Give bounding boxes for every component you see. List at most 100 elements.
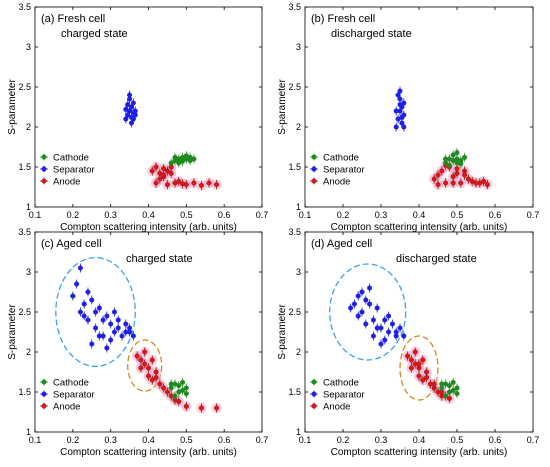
separator-point <box>363 321 369 327</box>
y-tick-label: 2.5 <box>288 82 301 92</box>
anode-point <box>439 168 445 174</box>
separator-point <box>123 321 129 327</box>
separator-point <box>104 345 110 351</box>
separator-point <box>74 281 80 287</box>
anode-point <box>138 365 144 371</box>
y-axis-label: S-parameter <box>7 304 18 360</box>
cathode-point <box>446 162 452 168</box>
x-axis-label: Compton scattering intensity (arb. units… <box>331 222 508 233</box>
anode-legend-label: Anode <box>323 177 350 188</box>
separator-legend-marker <box>311 391 317 397</box>
anode-legend-label: Anode <box>323 402 350 413</box>
anode-legend-marker <box>311 403 317 409</box>
x-tick-label: 0.6 <box>218 435 231 445</box>
panel-a: 0.1 0.2 0.3 0.4 0.5 0.6 0.7 1 1.5 2 2.5 3 3.5 Compton… <box>7 2 268 233</box>
y-tick-label: 3 <box>296 42 301 52</box>
separator-point <box>397 102 403 108</box>
anode-point <box>183 403 189 409</box>
y-axis-label: S-parameter <box>7 79 18 135</box>
x-tick-label: 0.1 <box>29 210 42 220</box>
cathode-point <box>168 160 174 166</box>
x-tick-label: 0.4 <box>142 435 155 445</box>
anode-point <box>405 353 411 359</box>
cathode-point <box>450 158 456 164</box>
separator-point <box>81 313 87 319</box>
separator-legend-marker <box>41 166 47 172</box>
separator-point <box>89 297 95 303</box>
anode-point <box>412 349 418 355</box>
separator-point <box>127 92 133 98</box>
separator-point <box>348 305 354 311</box>
separator-point <box>130 333 136 339</box>
y-axis-label: S-parameter <box>277 79 288 135</box>
separator-point <box>89 341 95 347</box>
separator-point <box>128 114 135 120</box>
anode-point <box>484 182 490 188</box>
separator-point <box>115 317 121 323</box>
y-tick-label: 3 <box>26 267 31 277</box>
x-tick-label: 0.4 <box>142 210 155 220</box>
anode-point <box>157 176 163 182</box>
anode-point <box>168 170 174 176</box>
anode-point <box>153 375 159 381</box>
separator-point <box>85 317 91 323</box>
panel-title-line2: charged state <box>126 253 193 265</box>
separator-point <box>127 325 133 331</box>
separator-legend-label: Separator <box>53 390 95 401</box>
separator-point <box>386 313 392 319</box>
cathode-point <box>454 391 460 397</box>
separator-point <box>363 297 369 303</box>
separator-point <box>77 309 83 315</box>
y-tick-label: 3 <box>26 42 31 52</box>
separator-point <box>92 309 99 315</box>
y-tick-label: 1.5 <box>18 162 31 172</box>
separator-point <box>397 325 403 331</box>
cathode-point <box>454 160 460 166</box>
anode-point <box>161 385 167 391</box>
x-tick-label: 0.5 <box>451 435 464 445</box>
separator-point <box>100 317 106 323</box>
anode-point <box>424 375 430 381</box>
cathode-legend-marker <box>311 379 317 385</box>
x-tick-label: 0.3 <box>375 435 388 445</box>
anode-point <box>462 172 468 178</box>
separator-legend-label: Separator <box>323 165 365 176</box>
anode-region-ellipse <box>127 339 163 392</box>
cathode-point <box>439 381 445 387</box>
anode-point <box>149 377 155 383</box>
separator-point <box>401 124 407 130</box>
separator-point <box>108 337 114 343</box>
cathode-legend-label: Cathode <box>53 378 89 389</box>
separator-point <box>399 114 405 120</box>
cathode-point <box>446 383 452 389</box>
cathode-legend-label: Cathode <box>53 153 89 164</box>
x-tick-label: 0.2 <box>337 435 350 445</box>
separator-point <box>77 265 83 271</box>
y-tick-label: 3.5 <box>288 2 301 12</box>
anode-point <box>408 365 414 371</box>
x-tick-label: 0.1 <box>299 435 312 445</box>
anode-point <box>206 180 212 186</box>
cathode-legend-label: Cathode <box>323 153 359 164</box>
panel-c: 0.1 0.2 0.3 0.4 0.5 0.6 0.7 1 1.5 2 2.5 3 3.5 Compton… <box>7 227 268 458</box>
separator-point <box>370 333 376 339</box>
anode-point <box>145 365 152 371</box>
separator-point <box>378 341 384 347</box>
separator-point <box>111 309 117 315</box>
x-tick-label: 0.5 <box>451 210 464 220</box>
anode-region-ellipse <box>399 335 439 401</box>
x-tick-label: 0.2 <box>337 210 350 220</box>
anode-point <box>416 373 422 379</box>
separator-legend-label: Separator <box>323 390 365 401</box>
y-tick-label: 2.5 <box>18 307 31 317</box>
anode-point <box>164 389 170 395</box>
x-tick-label: 0.6 <box>489 210 502 220</box>
y-tick-label: 1 <box>296 427 301 437</box>
separator-point <box>401 333 407 339</box>
cathode-legend-marker <box>41 154 47 160</box>
anode-point <box>142 349 148 355</box>
y-tick-label: 2 <box>296 122 301 132</box>
x-tick-label: 0.1 <box>29 435 42 445</box>
separator-point <box>397 88 403 94</box>
